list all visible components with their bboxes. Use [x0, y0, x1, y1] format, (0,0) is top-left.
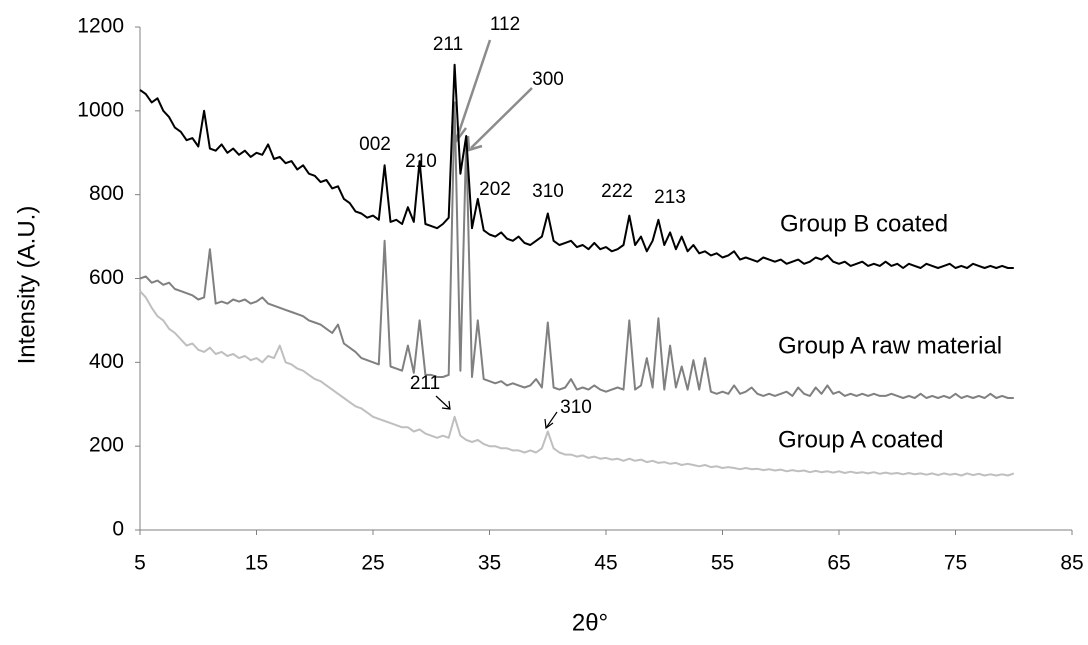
- y-tick-label: 600: [89, 266, 124, 289]
- arrow: [455, 39, 492, 139]
- peak-label: 213: [654, 187, 686, 208]
- x-tick-label: 75: [944, 552, 967, 575]
- peak-label: 211: [433, 34, 463, 55]
- y-tick-label: 1200: [77, 15, 124, 38]
- x-tick-label: 65: [827, 552, 850, 575]
- peak-label: 112: [490, 14, 520, 35]
- x-tick-label: 35: [478, 552, 501, 575]
- y-axis-title: Intensity (A.U.): [13, 206, 40, 365]
- x-tick-label: 85: [1060, 552, 1083, 575]
- series-label: Group A raw material: [778, 332, 1002, 359]
- peak-label: 310: [560, 397, 592, 418]
- peak-label: 002: [359, 134, 391, 155]
- peak-label: 310: [532, 181, 564, 202]
- y-tick-label: 1000: [77, 98, 124, 121]
- y-tick-label: 200: [89, 434, 124, 457]
- peak-label: 222: [601, 181, 633, 202]
- series-label: Group B coated: [780, 210, 948, 237]
- annotation-arrows-small: [435, 395, 558, 430]
- series-label: Group A coated: [778, 426, 943, 453]
- annotation-arrows: [450, 39, 533, 152]
- arrow: [545, 411, 558, 429]
- series-line: [139, 63, 1014, 269]
- y-tick-label: 400: [89, 350, 124, 373]
- arrow-head: [466, 135, 483, 152]
- arrow: [435, 395, 451, 410]
- series-line: [139, 290, 1015, 477]
- x-tick-label: 15: [245, 552, 268, 575]
- x-tick-label: 55: [711, 552, 734, 575]
- y-tick-label: 0: [112, 518, 124, 541]
- x-tick-label: 25: [361, 552, 384, 575]
- peak-label: 300: [532, 69, 564, 90]
- arrow-head: [441, 400, 451, 410]
- y-tick-label: 800: [89, 182, 124, 205]
- series-line: [139, 101, 1014, 399]
- arrow: [470, 87, 533, 149]
- x-tick-label: 5: [134, 552, 146, 575]
- arrow-head: [544, 418, 554, 430]
- peak-label: 202: [479, 179, 511, 200]
- x-axis-title: 2θ°: [572, 609, 608, 636]
- peak-label: 210: [405, 151, 437, 172]
- x-tick-label: 45: [594, 552, 617, 575]
- peak-label: 211: [410, 373, 440, 394]
